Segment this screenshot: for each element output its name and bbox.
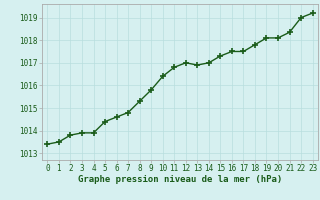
X-axis label: Graphe pression niveau de la mer (hPa): Graphe pression niveau de la mer (hPa): [78, 175, 282, 184]
